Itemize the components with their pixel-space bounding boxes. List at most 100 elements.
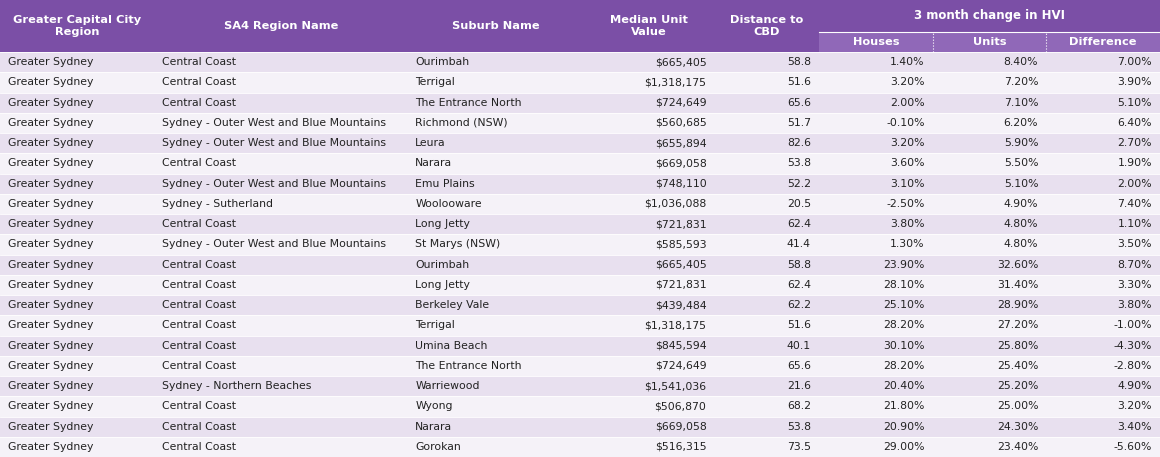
Text: Leura: Leura [415, 138, 445, 148]
Text: The Entrance North: The Entrance North [415, 361, 522, 371]
Text: Greater Sydney: Greater Sydney [8, 138, 94, 148]
Text: 62.4: 62.4 [786, 219, 811, 229]
Bar [0, 234, 1160, 255]
Text: 29.00%: 29.00% [883, 442, 925, 452]
Text: Central Coast: Central Coast [162, 219, 237, 229]
Text: Berkeley Vale: Berkeley Vale [415, 300, 490, 310]
Bar [0, 214, 1160, 234]
Text: Greater Sydney: Greater Sydney [8, 219, 94, 229]
Text: -4.30%: -4.30% [1114, 340, 1152, 351]
Text: Sydney - Outer West and Blue Mountains: Sydney - Outer West and Blue Mountains [162, 179, 386, 189]
Text: 21.80%: 21.80% [883, 401, 925, 411]
Text: 51.6: 51.6 [786, 320, 811, 330]
Text: $1,318,175: $1,318,175 [645, 77, 706, 87]
Text: 51.6: 51.6 [786, 77, 811, 87]
Text: 28.90%: 28.90% [996, 300, 1038, 310]
Text: 1.90%: 1.90% [1117, 159, 1152, 168]
Text: -2.50%: -2.50% [886, 199, 925, 209]
Text: 82.6: 82.6 [786, 138, 811, 148]
Text: St Marys (NSW): St Marys (NSW) [415, 239, 500, 250]
Text: $506,870: $506,870 [654, 401, 706, 411]
Text: Greater Sydney: Greater Sydney [8, 361, 94, 371]
Text: 62.4: 62.4 [786, 280, 811, 290]
Text: 6.20%: 6.20% [1003, 118, 1038, 128]
Text: Gorokan: Gorokan [415, 442, 461, 452]
Text: Central Coast: Central Coast [162, 442, 237, 452]
Text: 2.00%: 2.00% [1117, 179, 1152, 189]
Text: 8.70%: 8.70% [1117, 260, 1152, 270]
Text: 3.50%: 3.50% [1117, 239, 1152, 250]
Bar [0, 92, 1160, 113]
Text: Central Coast: Central Coast [162, 57, 237, 67]
Text: 25.10%: 25.10% [883, 300, 925, 310]
Text: Central Coast: Central Coast [162, 159, 237, 168]
Text: $516,315: $516,315 [654, 442, 706, 452]
Text: Sydney - Outer West and Blue Mountains: Sydney - Outer West and Blue Mountains [162, 239, 386, 250]
Text: -2.80%: -2.80% [1114, 361, 1152, 371]
Text: 4.90%: 4.90% [1003, 199, 1038, 209]
Text: -0.10%: -0.10% [886, 118, 925, 128]
Text: 20.90%: 20.90% [883, 422, 925, 431]
Text: 4.80%: 4.80% [1003, 219, 1038, 229]
Text: 24.30%: 24.30% [996, 422, 1038, 431]
Text: Units: Units [973, 37, 1006, 47]
Text: -5.60%: -5.60% [1114, 442, 1152, 452]
Text: Long Jetty: Long Jetty [415, 280, 470, 290]
Text: 52.2: 52.2 [786, 179, 811, 189]
Text: Greater Sydney: Greater Sydney [8, 300, 94, 310]
Bar [933, 32, 1046, 52]
Text: 25.40%: 25.40% [996, 361, 1038, 371]
Text: 3.90%: 3.90% [1117, 77, 1152, 87]
Text: 7.10%: 7.10% [1003, 98, 1038, 108]
Text: 28.20%: 28.20% [883, 320, 925, 330]
Bar [583, 0, 715, 52]
Text: $1,541,036: $1,541,036 [644, 381, 706, 391]
Text: $669,058: $669,058 [654, 159, 706, 168]
Text: Narara: Narara [415, 422, 452, 431]
Bar [0, 315, 1160, 335]
Text: $721,831: $721,831 [654, 280, 706, 290]
Text: Central Coast: Central Coast [162, 77, 237, 87]
Text: Greater Sydney: Greater Sydney [8, 442, 94, 452]
Text: Ourimbah: Ourimbah [415, 57, 470, 67]
Text: Houses: Houses [853, 37, 899, 47]
Text: Central Coast: Central Coast [162, 320, 237, 330]
Text: 65.6: 65.6 [786, 98, 811, 108]
Text: 7.00%: 7.00% [1117, 57, 1152, 67]
Text: Central Coast: Central Coast [162, 98, 237, 108]
Text: 1.40%: 1.40% [890, 57, 925, 67]
Bar [0, 194, 1160, 214]
Text: Umina Beach: Umina Beach [415, 340, 487, 351]
Text: Greater Sydney: Greater Sydney [8, 98, 94, 108]
Text: Greater Sydney: Greater Sydney [8, 199, 94, 209]
Text: 30.10%: 30.10% [883, 340, 925, 351]
Text: $560,685: $560,685 [654, 118, 706, 128]
Bar [0, 113, 1160, 133]
Text: Median Unit
Value: Median Unit Value [610, 15, 688, 37]
Bar [0, 437, 1160, 457]
Text: 3.20%: 3.20% [890, 77, 925, 87]
Text: 2.70%: 2.70% [1117, 138, 1152, 148]
Bar [0, 72, 1160, 92]
Text: 25.80%: 25.80% [996, 340, 1038, 351]
Text: Greater Capital City
Region: Greater Capital City Region [13, 15, 142, 37]
Bar [154, 0, 407, 52]
Text: $1,036,088: $1,036,088 [644, 199, 706, 209]
Text: 3.80%: 3.80% [1117, 300, 1152, 310]
Text: 25.00%: 25.00% [996, 401, 1038, 411]
Text: 7.40%: 7.40% [1117, 199, 1152, 209]
Text: Terrigal: Terrigal [415, 77, 455, 87]
Text: Emu Plains: Emu Plains [415, 179, 474, 189]
Text: $748,110: $748,110 [654, 179, 706, 189]
Text: 1.30%: 1.30% [890, 239, 925, 250]
Text: 2.00%: 2.00% [890, 98, 925, 108]
Text: Central Coast: Central Coast [162, 361, 237, 371]
Text: Greater Sydney: Greater Sydney [8, 159, 94, 168]
Bar [1046, 32, 1160, 52]
Text: 3.20%: 3.20% [890, 138, 925, 148]
Text: Greater Sydney: Greater Sydney [8, 77, 94, 87]
Text: Central Coast: Central Coast [162, 401, 237, 411]
Text: 20.5: 20.5 [786, 199, 811, 209]
Text: Greater Sydney: Greater Sydney [8, 422, 94, 431]
Text: 65.6: 65.6 [786, 361, 811, 371]
